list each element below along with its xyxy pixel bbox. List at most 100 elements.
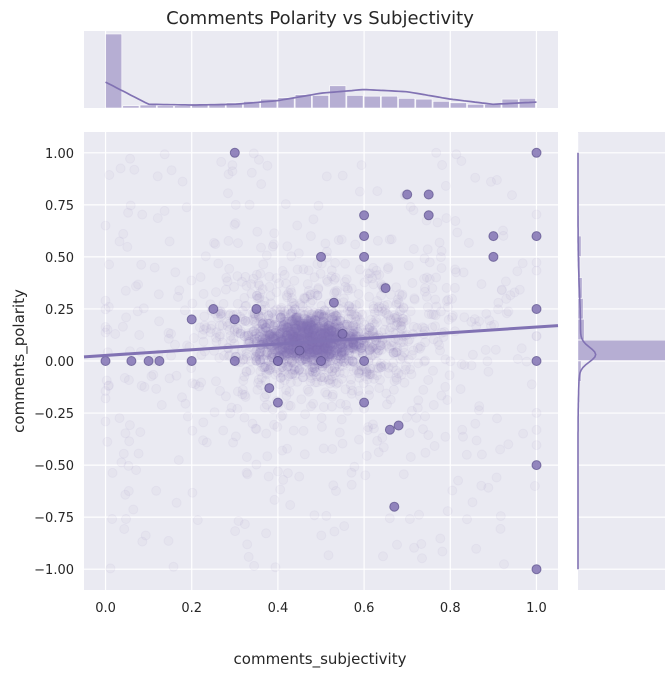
scatter-point	[256, 242, 266, 253]
scatter-point	[182, 411, 193, 422]
scatter-point	[287, 321, 298, 332]
scatter-point	[309, 348, 320, 359]
scatter-point	[226, 402, 237, 413]
scatter-point	[355, 264, 365, 275]
scatter-point	[495, 523, 506, 534]
scatter-point	[483, 482, 494, 493]
scatter-point	[277, 313, 288, 324]
scatter-point	[398, 342, 409, 353]
scatter-point	[423, 189, 434, 200]
scatter-point	[299, 313, 310, 324]
scatter-point	[354, 434, 364, 445]
scatter-point	[286, 325, 297, 335]
scatter-point	[447, 293, 457, 304]
scatter-point	[400, 364, 411, 375]
scatter-point	[309, 314, 320, 325]
scatter-point	[197, 329, 208, 340]
scatter-point	[373, 363, 384, 374]
scatter-point	[267, 241, 278, 252]
scatter-point	[326, 271, 337, 282]
x-tick-label: 0.6	[354, 601, 375, 616]
scatter-point	[286, 316, 297, 327]
scatter-point	[330, 319, 341, 330]
scatter-point	[247, 327, 258, 337]
scatter-point	[287, 306, 298, 317]
scatter-point	[302, 328, 313, 339]
scatter-point	[229, 314, 240, 325]
scatter-point	[379, 360, 389, 371]
scatter-point	[241, 348, 252, 359]
scatter-point	[405, 306, 416, 317]
scatter-point	[336, 234, 347, 245]
scatter-point	[333, 350, 344, 361]
scatter-point	[531, 356, 542, 366]
scatter-point	[253, 293, 264, 304]
scatter-point	[276, 312, 287, 323]
scatter-point	[391, 282, 402, 293]
scatter-point	[294, 320, 305, 331]
scatter-point	[289, 314, 300, 325]
scatter-point	[420, 337, 431, 348]
scatter-point	[308, 320, 319, 331]
scatter-point	[229, 219, 240, 230]
scatter-point	[422, 244, 433, 255]
scatter-point	[440, 354, 451, 365]
scatter-point	[397, 289, 408, 300]
scatter-point	[282, 316, 293, 327]
scatter-point	[275, 313, 286, 324]
scatter-point	[342, 283, 353, 294]
scatter-point	[380, 283, 391, 294]
scatter-point	[121, 514, 131, 524]
scatter-point	[330, 322, 341, 332]
scatter-point	[441, 296, 452, 306]
scatter-point	[254, 351, 264, 362]
scatter-point	[276, 324, 287, 335]
scatter-point	[125, 200, 136, 211]
scatter-point	[211, 376, 221, 387]
scatter-point	[263, 471, 274, 482]
scatter-point	[329, 288, 340, 299]
scatter-point	[319, 342, 330, 353]
scatter-point	[455, 384, 466, 395]
scatter-point	[319, 322, 330, 333]
scatter-point	[351, 300, 361, 310]
scatter-point	[404, 514, 415, 524]
scatter-point	[264, 318, 275, 329]
scatter-point	[349, 461, 360, 472]
scatter-point	[490, 344, 501, 355]
scatter-point	[209, 237, 219, 248]
scatter-point	[279, 327, 290, 337]
scatter-point	[173, 291, 183, 302]
scatter-point	[304, 352, 315, 363]
scatter-point	[292, 315, 303, 326]
scatter-point	[407, 278, 418, 288]
scatter-point	[289, 327, 300, 337]
scatter-point	[354, 345, 365, 356]
scatter-point	[269, 327, 280, 338]
scatter-point	[253, 377, 264, 388]
scatter-point	[341, 274, 352, 285]
scatter-point	[299, 449, 310, 460]
scatter-point	[386, 337, 397, 348]
scatter-point	[304, 367, 315, 378]
scatter-point	[393, 298, 404, 309]
scatter-point	[251, 346, 262, 357]
scatter-point	[529, 481, 540, 491]
scatter-point	[296, 394, 307, 405]
scatter-point	[406, 350, 417, 360]
scatter-point	[318, 342, 329, 353]
scatter-point	[235, 328, 246, 339]
scatter-point	[398, 317, 409, 327]
scatter-point	[257, 318, 268, 329]
scatter-point	[268, 331, 279, 342]
scatter-point	[377, 432, 388, 443]
scatter-point	[318, 344, 329, 355]
top-hist-bar	[432, 101, 450, 109]
scatter-point	[351, 340, 362, 351]
scatter-point	[281, 278, 291, 289]
scatter-point	[257, 327, 268, 338]
scatter-point	[336, 347, 347, 358]
scatter-point	[340, 384, 351, 395]
scatter-point	[292, 312, 303, 323]
scatter-point	[187, 298, 198, 309]
